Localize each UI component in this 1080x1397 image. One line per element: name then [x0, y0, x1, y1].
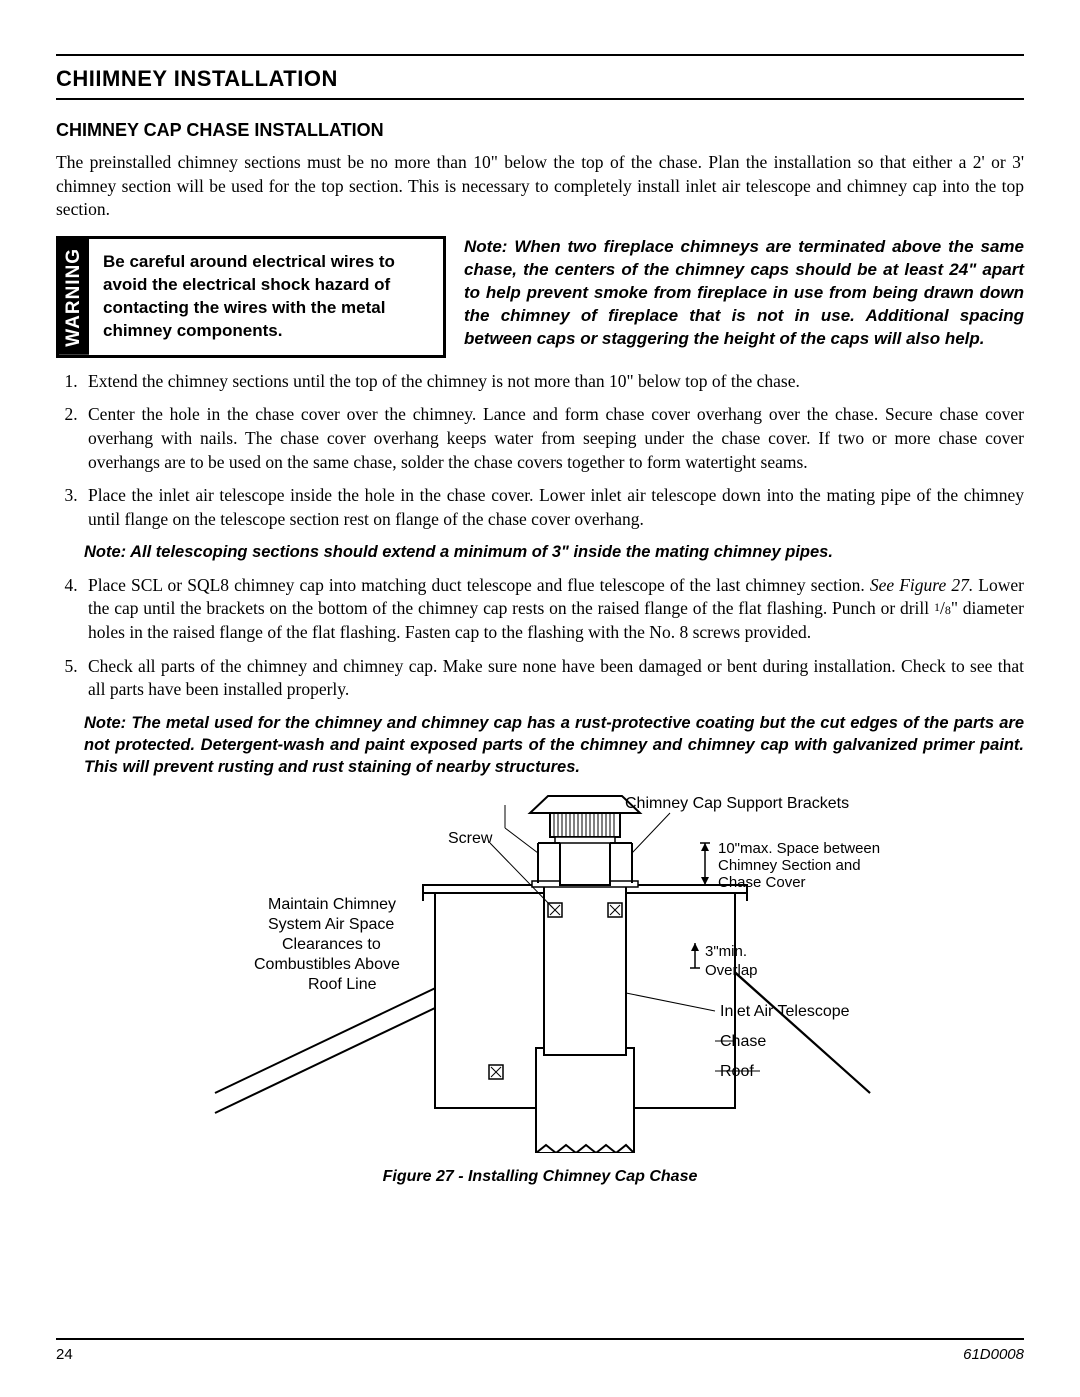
page: CHIIMNEY INSTALLATION CHIMNEY CAP CHASE … [0, 0, 1080, 1397]
step-4-text-a: Place SCL or SQL8 chimney cap into match… [88, 575, 870, 595]
step-4: Place SCL or SQL8 chimney cap into match… [82, 574, 1024, 645]
warning-label: WARNING [59, 239, 89, 355]
label-roof: Roof [720, 1063, 754, 1080]
step-list-continued: Place SCL or SQL8 chimney cap into match… [56, 574, 1024, 702]
label-space-line2: Chimney Section and [718, 857, 861, 874]
label-space-line3: Chase Cover [718, 874, 806, 891]
label-overlap-1: 3"min. [705, 943, 747, 960]
subheading: CHIMNEY CAP CHASE INSTALLATION [56, 120, 1024, 141]
page-number: 24 [56, 1346, 73, 1363]
warning-text: Be careful around electrical wires to av… [89, 239, 443, 355]
label-maintain-5: Roof Line [308, 976, 377, 993]
step-4-see-figure: See Figure 27. [870, 575, 973, 595]
label-inlet: Inlet Air Telescope [720, 1003, 850, 1020]
step-list: Extend the chimney sections until the to… [56, 370, 1024, 532]
top-note: Note: When two fireplace chimneys are te… [464, 236, 1024, 351]
page-footer: 24 61D0008 [56, 1338, 1024, 1363]
label-maintain-4: Combustibles Above [254, 956, 400, 973]
warning-box: WARNING Be careful around electrical wir… [56, 236, 446, 358]
label-screw: Screw [448, 830, 493, 847]
label-maintain-1: Maintain Chimney [268, 896, 396, 913]
step-1: Extend the chimney sections until the to… [82, 370, 1024, 394]
figure-caption: Figure 27 - Installing Chimney Cap Chase [56, 1168, 1024, 1186]
label-space-line1: 10"max. Space between [718, 840, 880, 857]
note-col: Note: When two fireplace chimneys are te… [464, 236, 1024, 358]
step-5: Check all parts of the chimney and chimn… [82, 655, 1024, 702]
step-3: Place the inlet air telescope inside the… [82, 484, 1024, 531]
note-after-step-3: Note: All telescoping sections should ex… [84, 541, 1024, 563]
fraction-numerator: 1 [934, 600, 940, 614]
rule-top [56, 54, 1024, 56]
label-brackets: Chimney Cap Support Brackets [625, 795, 849, 812]
step-2: Center the hole in the chase cover over … [82, 403, 1024, 474]
document-number: 61D0008 [963, 1346, 1024, 1363]
final-note: Note: The metal used for the chimney and… [84, 712, 1024, 779]
figure-27: Chimney Cap Support Brackets Screw 10"ma… [56, 793, 1024, 1186]
section-title: CHIIMNEY INSTALLATION [56, 66, 1024, 92]
label-maintain-3: Clearances to [282, 936, 381, 953]
label-maintain-2: System Air Space [268, 916, 394, 933]
rule-under-title [56, 98, 1024, 100]
label-overlap-2: Overlap [705, 962, 758, 979]
figure-diagram: Chimney Cap Support Brackets Screw 10"ma… [160, 793, 920, 1153]
warning-and-note-row: WARNING Be careful around electrical wir… [56, 236, 1024, 358]
intro-paragraph: The preinstalled chimney sections must b… [56, 151, 1024, 222]
warning-col: WARNING Be careful around electrical wir… [56, 236, 446, 358]
label-chase: Chase [720, 1033, 766, 1050]
